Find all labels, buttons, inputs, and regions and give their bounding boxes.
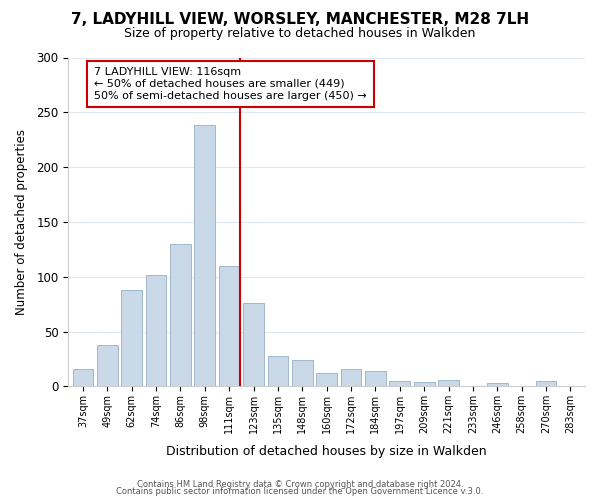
Bar xyxy=(487,383,508,386)
Text: 7 LADYHILL VIEW: 116sqm
← 50% of detached houses are smaller (449)
50% of semi-d: 7 LADYHILL VIEW: 116sqm ← 50% of detache… xyxy=(94,68,367,100)
Bar xyxy=(292,360,313,386)
Y-axis label: Number of detached properties: Number of detached properties xyxy=(15,129,28,315)
Bar xyxy=(414,382,434,386)
Bar xyxy=(341,369,361,386)
Bar xyxy=(243,303,264,386)
Bar xyxy=(389,381,410,386)
Bar xyxy=(268,356,288,386)
Bar xyxy=(97,344,118,387)
Bar xyxy=(121,290,142,386)
Bar xyxy=(73,369,93,386)
Bar xyxy=(365,371,386,386)
Bar xyxy=(536,381,556,386)
Text: Contains public sector information licensed under the Open Government Licence v.: Contains public sector information licen… xyxy=(116,487,484,496)
Text: 7, LADYHILL VIEW, WORSLEY, MANCHESTER, M28 7LH: 7, LADYHILL VIEW, WORSLEY, MANCHESTER, M… xyxy=(71,12,529,28)
Bar xyxy=(194,126,215,386)
Bar xyxy=(316,373,337,386)
Text: Contains HM Land Registry data © Crown copyright and database right 2024.: Contains HM Land Registry data © Crown c… xyxy=(137,480,463,489)
Bar xyxy=(219,266,239,386)
Bar xyxy=(146,274,166,386)
Bar xyxy=(438,380,459,386)
X-axis label: Distribution of detached houses by size in Walkden: Distribution of detached houses by size … xyxy=(166,444,487,458)
Bar xyxy=(170,244,191,386)
Text: Size of property relative to detached houses in Walkden: Size of property relative to detached ho… xyxy=(124,28,476,40)
